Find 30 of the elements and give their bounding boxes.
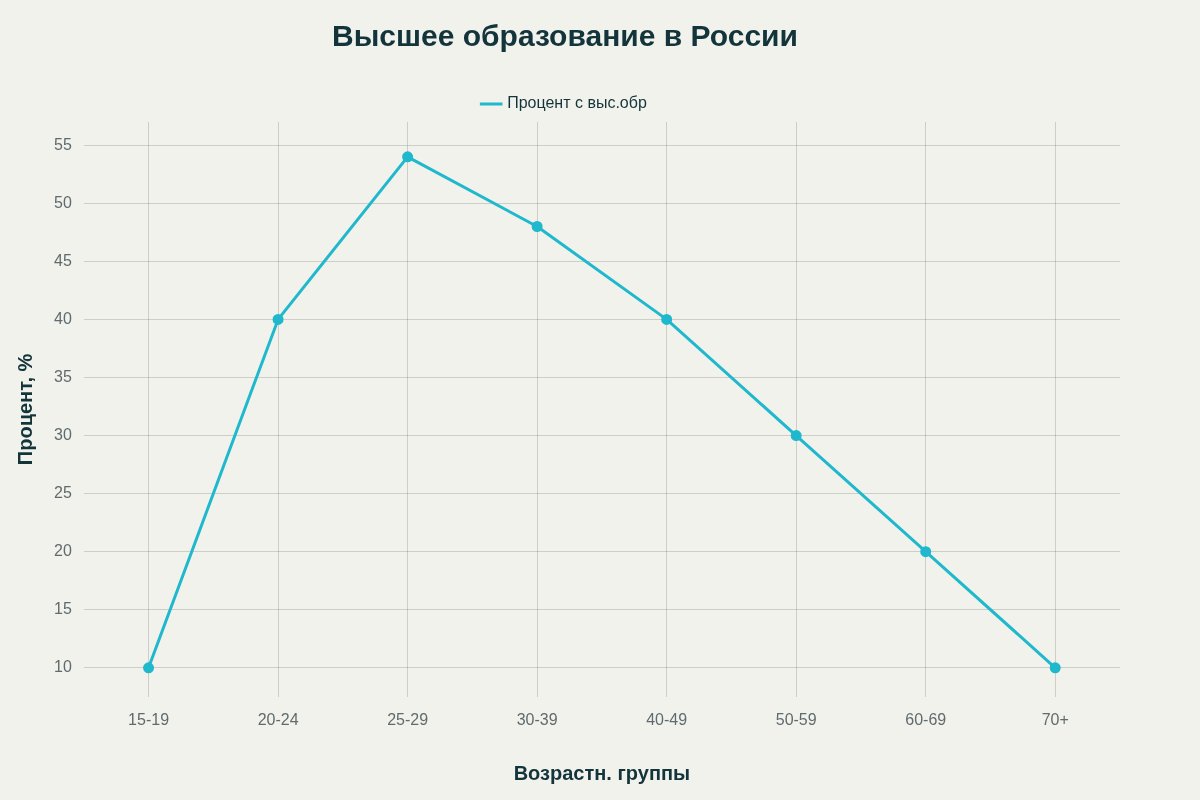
x-axis-title: Возрастн. группы: [513, 761, 691, 784]
legend-label: Процент с выс.обр: [507, 94, 647, 112]
point: [661, 313, 673, 325]
y-tick-label: 35: [54, 367, 72, 385]
x-tick-label: 25-29: [387, 710, 429, 728]
x-tick-label: 30-39: [516, 710, 558, 728]
point: [531, 221, 543, 233]
y-tick-label: 55: [54, 135, 72, 153]
y-tick-label: 30: [54, 425, 72, 443]
chart-title: Высшее образование в России: [332, 19, 798, 53]
y-tick-label: 20: [54, 542, 72, 560]
point: [920, 546, 932, 558]
point: [1049, 662, 1061, 674]
point: [402, 151, 414, 163]
x-tick-label: 70+: [1041, 710, 1069, 728]
y-tick-label: 50: [54, 193, 72, 211]
point: [272, 313, 284, 325]
y-tick-label: 40: [54, 309, 72, 327]
point: [143, 662, 155, 674]
x-tick-label: 60-69: [905, 710, 947, 728]
point: [790, 430, 802, 442]
y-tick-label: 15: [54, 600, 72, 618]
y-tick-label: 10: [54, 658, 72, 676]
x-tick-label: 20-24: [257, 710, 299, 728]
x-tick-label: 50-59: [775, 710, 817, 728]
x-tick-label: 15-19: [128, 710, 170, 728]
y-tick-label: 45: [54, 251, 72, 269]
x-tick-label: 40-49: [646, 710, 688, 728]
y-axis-title: Процент, %: [13, 353, 36, 466]
y-tick-label: 25: [54, 483, 72, 501]
